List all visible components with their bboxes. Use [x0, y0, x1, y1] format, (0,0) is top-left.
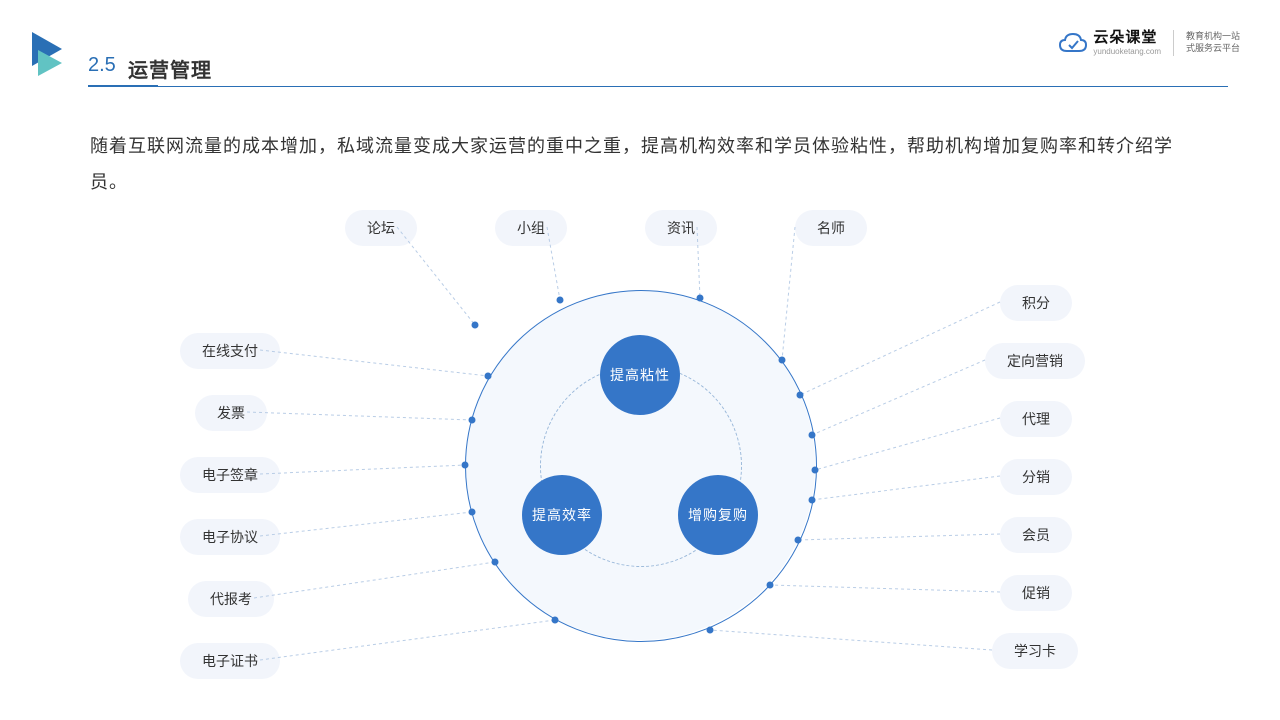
leaf-pill: 电子签章	[180, 457, 280, 493]
leaf-pill: 在线支付	[180, 333, 280, 369]
cloud-icon	[1059, 33, 1087, 53]
hub-repurchase: 增购复购	[678, 475, 758, 555]
title-underline-accent	[88, 85, 158, 87]
hub-efficiency: 提高效率	[522, 475, 602, 555]
leaf-pill: 学习卡	[992, 633, 1078, 669]
leaf-pill: 电子协议	[180, 519, 280, 555]
leaf-pill: 资讯	[645, 210, 717, 246]
section-number: 2.5	[88, 54, 116, 77]
play-icon	[32, 32, 72, 81]
logo-tagline-2: 式服务云平台	[1186, 43, 1240, 55]
leaf-pill: 代理	[1000, 401, 1072, 437]
section-title: 运营管理	[128, 54, 212, 83]
leaf-pill: 论坛	[345, 210, 417, 246]
leaf-pill: 电子证书	[180, 643, 280, 679]
brand-logo: 云朵课堂 yunduoketang.com 教育机构一站 式服务云平台	[1059, 30, 1240, 56]
radial-diagram: 论坛 小组 资讯 名师在线支付发票电子签章电子协议代报考电子证书 积分定向营销代理分销会…	[0, 200, 1280, 720]
leaf-pill: 发票	[195, 395, 267, 431]
leaf-pill: 定向营销	[985, 343, 1085, 379]
logo-text: 云朵课堂	[1093, 30, 1161, 45]
leaf-pill: 积分	[1000, 285, 1072, 321]
logo-subtext: yunduoketang.com	[1093, 47, 1161, 56]
leaf-pill: 促销	[1000, 575, 1072, 611]
leaf-pill: 代报考	[188, 581, 274, 617]
slide: 2.5 运营管理 云朵课堂 yunduoketang.com 教育机构一站 式服…	[0, 0, 1280, 720]
leaf-pill: 名师	[795, 210, 867, 246]
logo-tagline-1: 教育机构一站	[1186, 31, 1240, 43]
logo-divider	[1173, 30, 1174, 56]
leaf-pill: 分销	[1000, 459, 1072, 495]
hub-stickiness: 提高粘性	[600, 335, 680, 415]
description-text: 随着互联网流量的成本增加，私域流量变成大家运营的重中之重，提高机构效率和学员体验…	[90, 128, 1190, 200]
title-underline	[88, 86, 1228, 87]
leaf-pill: 小组	[495, 210, 567, 246]
leaf-pill: 会员	[1000, 517, 1072, 553]
